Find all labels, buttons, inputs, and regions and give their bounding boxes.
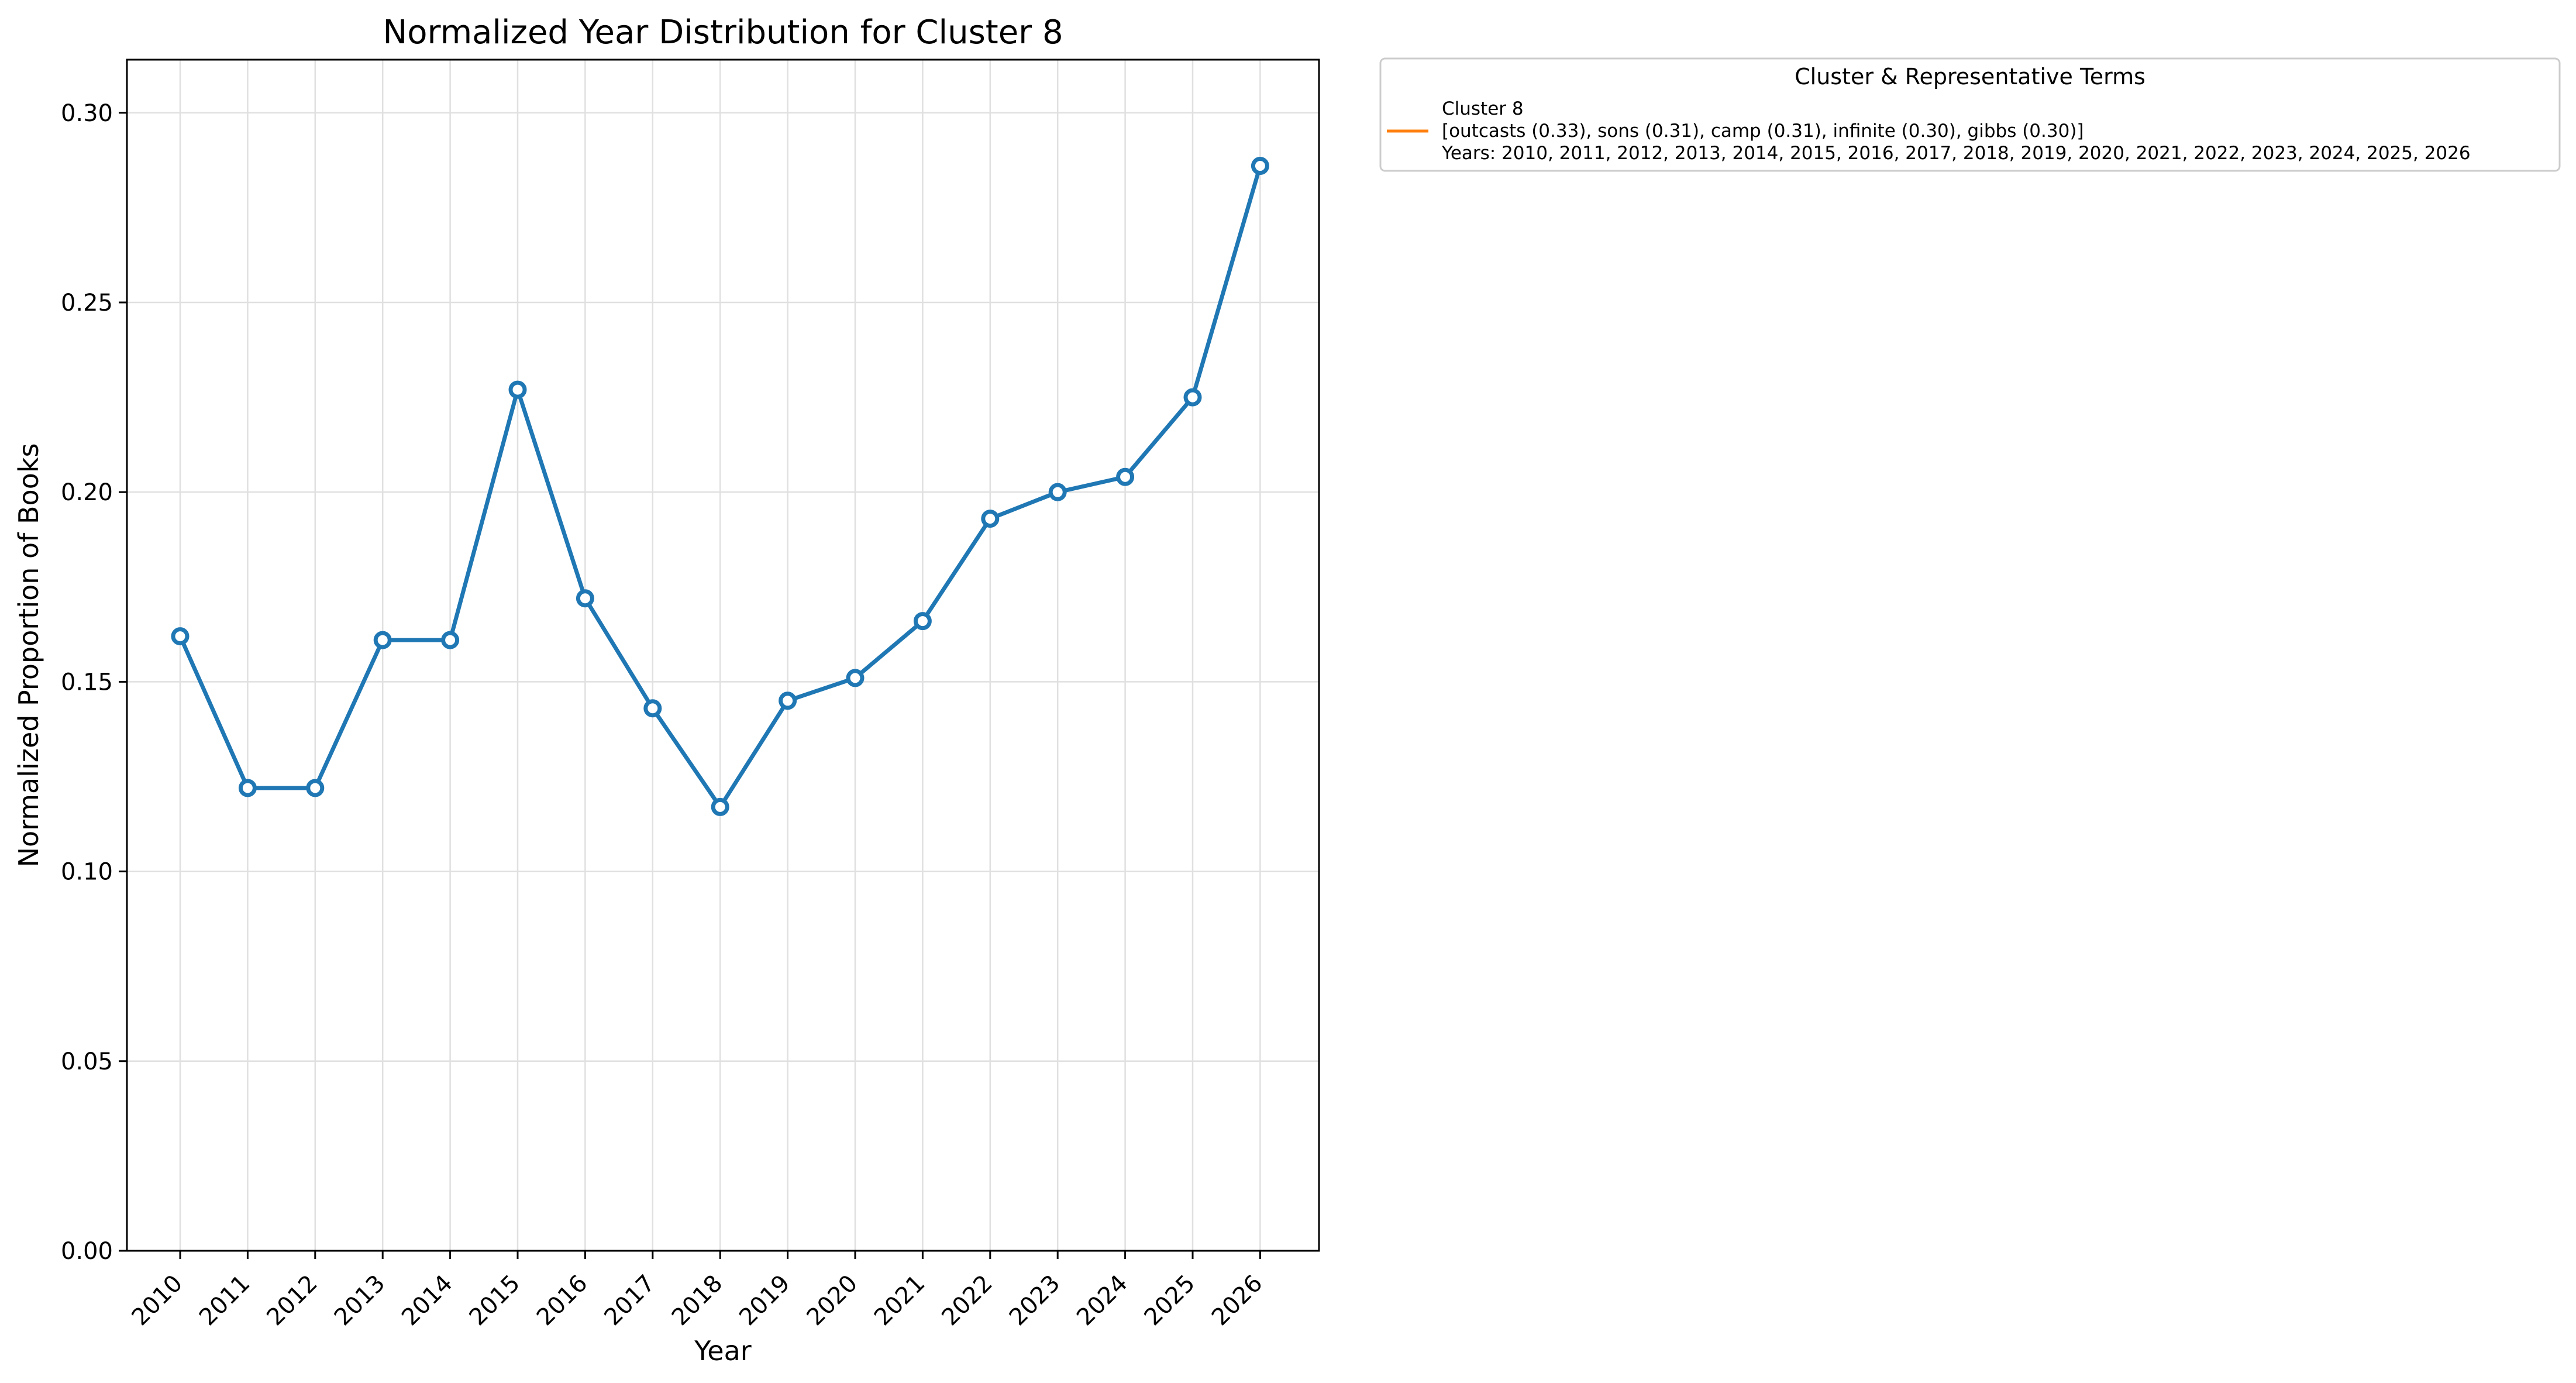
y-tick-label: 0.10 [61, 859, 113, 886]
data-point [846, 669, 865, 687]
legend-title: Cluster & Representative Terms [1795, 64, 2145, 90]
data-point [779, 692, 797, 710]
y-tick-label: 0.20 [61, 479, 113, 506]
data-point [643, 699, 662, 718]
data-point [1048, 483, 1067, 501]
data-point [238, 779, 257, 797]
y-tick-label: 0.15 [61, 669, 113, 696]
legend-terms: [outcasts (0.33), sons (0.31), camp (0.3… [1442, 121, 2084, 142]
data-point [306, 779, 325, 797]
data-point [1116, 467, 1135, 486]
data-point [981, 510, 1000, 528]
data-point [171, 627, 190, 646]
data-point [441, 631, 460, 649]
legend-years: Years: 2010, 2011, 2012, 2013, 2014, 201… [1441, 143, 2471, 164]
legend-box [1379, 57, 2561, 172]
y-tick-label: 0.30 [61, 100, 113, 127]
x-axis-label: Year [694, 1335, 751, 1367]
data-point [373, 631, 392, 649]
y-tick-label: 0.25 [61, 290, 113, 316]
data-point [1183, 388, 1202, 407]
data-point [913, 612, 932, 631]
legend-series-name: Cluster 8 [1442, 98, 1524, 119]
chart-title: Normalized Year Distribution for Cluster… [383, 13, 1063, 51]
data-point [508, 380, 527, 399]
y-tick-label: 0.00 [61, 1238, 113, 1265]
y-axis: 0.00 0.05 0.10 0.15 0.20 0.25 0.30 [61, 100, 127, 1265]
plot-series [171, 157, 1269, 816]
data-point [1251, 157, 1269, 176]
y-tick-label: 0.05 [61, 1048, 113, 1075]
data-point [711, 797, 729, 816]
grid [127, 60, 1319, 1252]
legend: Cluster & Representative Terms Cluster 8… [1379, 57, 2561, 172]
data-point [576, 589, 594, 608]
plot-frame [126, 59, 1320, 1252]
y-axis-label: Normalized Proportion of Books [13, 443, 44, 868]
